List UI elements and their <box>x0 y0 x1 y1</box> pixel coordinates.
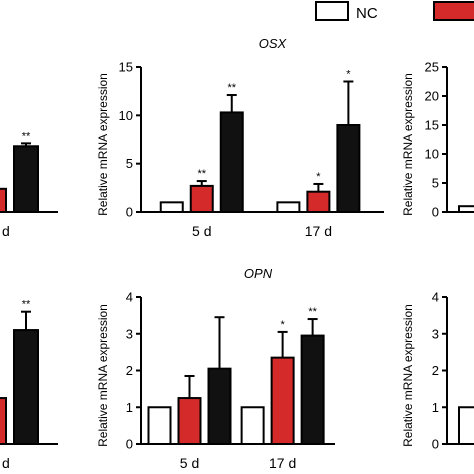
y-tick-label: 2 <box>432 363 439 378</box>
y-tick-label: 15 <box>119 60 133 75</box>
y-axis-label: Relative mRNA expression <box>96 73 110 216</box>
bar <box>458 406 474 445</box>
y-axis-label: Relative mRNA expression <box>401 304 415 447</box>
y-tick-label: 0 <box>126 205 133 220</box>
legend-swatch-nc <box>315 1 349 21</box>
significance-label: ** <box>22 130 31 142</box>
bar <box>0 397 7 445</box>
bar <box>0 187 7 214</box>
y-tick-label: 1 <box>432 400 439 415</box>
y-tick-label: 20 <box>425 89 439 104</box>
chart-bottom-left: ****7 d <box>0 299 58 471</box>
legend-label-nc: NC <box>356 5 378 22</box>
bar <box>147 406 172 445</box>
bar <box>159 201 184 213</box>
chart-bottom-right: 0 1 2 3 4 Relative mRNA expression <box>401 290 474 452</box>
bar <box>219 111 244 213</box>
y-axis-label: Relative mRNA expression <box>96 304 110 447</box>
y-tick-label: 0 <box>432 205 439 220</box>
significance-label: * <box>280 319 285 331</box>
significance-label: * <box>346 69 351 81</box>
category-label: 5 d <box>180 455 199 471</box>
category-label: 7 d <box>0 455 10 471</box>
chart-title: OSX <box>259 36 288 51</box>
chart-title: OPN <box>244 266 273 281</box>
category-label: 5 d <box>192 223 211 239</box>
y-tick-label: 0 <box>126 437 133 452</box>
significance-label: ** <box>308 306 317 318</box>
category-label: 17 d <box>269 455 296 471</box>
bar <box>276 201 301 213</box>
y-tick-label: 3 <box>126 326 133 341</box>
y-tick-label: 4 <box>432 290 439 305</box>
y-tick-label: 10 <box>425 147 439 162</box>
y-tick-label: 10 <box>119 108 133 123</box>
significance-label: ** <box>227 82 236 94</box>
significance-label: ** <box>22 299 31 311</box>
legend: NC <box>315 1 474 22</box>
chart-top-right: 0 5 10 15 20 25 Relative mRNA expression <box>401 60 474 220</box>
y-tick-label: 15 <box>425 118 439 133</box>
y-axis-label: Relative mRNA expression <box>401 73 415 216</box>
y-tick-label: 5 <box>432 176 439 191</box>
bar <box>300 334 325 445</box>
bar <box>177 397 202 445</box>
y-tick-label: 3 <box>432 326 439 341</box>
bar <box>189 184 214 213</box>
bar <box>13 145 39 213</box>
bar <box>13 329 39 446</box>
y-tick-label: 2 <box>126 363 133 378</box>
bar <box>458 205 474 213</box>
legend-swatch-red <box>433 1 474 21</box>
y-tick-label: 5 <box>126 156 133 171</box>
bar <box>306 190 331 213</box>
bar <box>240 406 265 445</box>
y-tick-label: 0 <box>432 437 439 452</box>
significance-label: ** <box>197 168 206 180</box>
y-tick-label: 4 <box>126 290 133 305</box>
bar <box>207 367 232 446</box>
chart-top-left: ****7 d <box>0 130 58 239</box>
category-label: 7 d <box>0 223 10 239</box>
y-tick-label: 1 <box>126 400 133 415</box>
category-label: 17 d <box>305 223 332 239</box>
significance-label: * <box>316 171 321 183</box>
bar <box>336 124 361 213</box>
bar <box>270 356 295 446</box>
y-tick-label: 25 <box>425 60 439 75</box>
